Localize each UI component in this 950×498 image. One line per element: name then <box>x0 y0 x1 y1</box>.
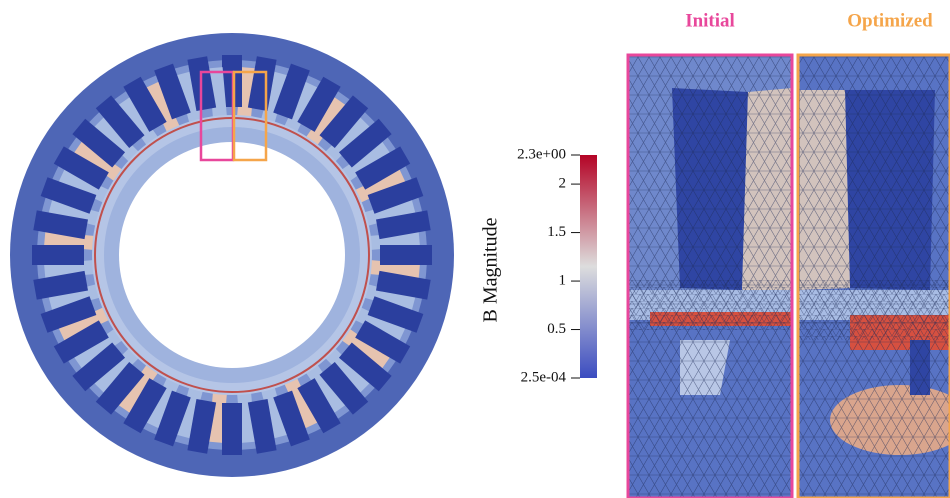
optimized-panel <box>798 55 950 498</box>
initial-title: Initial <box>685 10 735 31</box>
colorbar-tick-label: 2 <box>559 176 567 192</box>
initial-panel <box>628 55 792 498</box>
bore <box>119 142 345 368</box>
optimized-title: Optimized <box>847 10 933 31</box>
slot <box>380 245 432 265</box>
colorbar-tick-label: 2.3e+00 <box>517 146 566 162</box>
colorbar-ticks: 2.3e+00 2 1.5 1 0.5 2.5e-04 <box>517 146 580 385</box>
colorbar-tick-label: 1.5 <box>547 224 566 240</box>
figure: Initial Optimized B Magnitude 2.3e+00 2 1.… <box>0 0 950 498</box>
colorbar <box>580 155 597 378</box>
colorbar-tick-label: 0.5 <box>547 321 566 337</box>
colorbar-tick-label: 2.5e-04 <box>521 369 567 385</box>
slot <box>32 245 84 265</box>
slot <box>222 403 242 455</box>
colorbar-tick-label: 1 <box>559 272 567 288</box>
colorbar-label: B Magnitude <box>480 217 502 322</box>
